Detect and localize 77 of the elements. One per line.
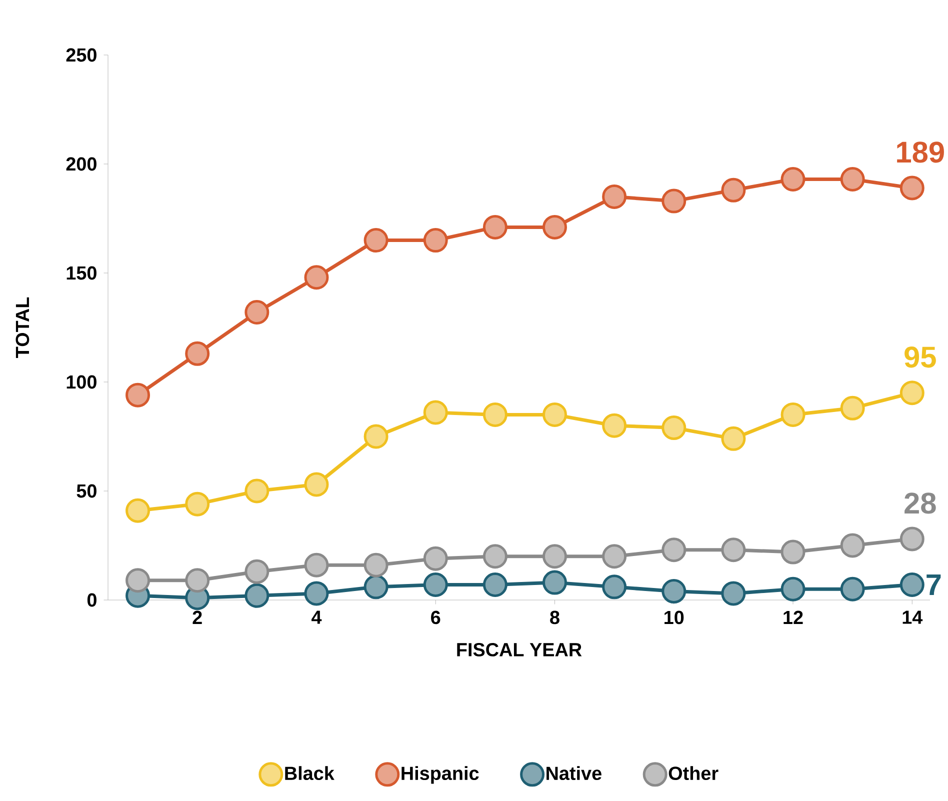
point [244, 300, 270, 324]
data-label: 28 [904, 492, 936, 514]
point [482, 544, 508, 569]
point [482, 402, 508, 427]
point [304, 581, 329, 606]
point [840, 167, 865, 192]
point [126, 498, 150, 523]
x-tick-label: 10 [664, 610, 684, 624]
y-axis-title: TOTAL [16, 297, 30, 358]
point [721, 581, 746, 606]
point [602, 574, 627, 600]
point [482, 214, 508, 240]
point [244, 559, 270, 584]
point [542, 570, 567, 595]
point [900, 176, 924, 200]
point [364, 424, 388, 449]
point [364, 228, 388, 253]
legend-label: Native [546, 766, 602, 780]
point [542, 544, 567, 569]
point [423, 572, 448, 597]
point [900, 526, 924, 552]
x-tick-label: 8 [550, 610, 560, 624]
point [185, 341, 210, 366]
point [423, 546, 448, 571]
point [780, 576, 806, 602]
point [602, 184, 627, 209]
point [900, 572, 924, 597]
point [721, 178, 746, 202]
point [840, 396, 865, 420]
point [542, 402, 567, 427]
legend-label: Other [668, 766, 718, 780]
point [840, 533, 865, 558]
x-tick-label: 14 [902, 610, 923, 624]
point [304, 552, 329, 578]
data-label: 95 [904, 346, 936, 368]
point [244, 583, 270, 608]
y-tick-label: 250 [66, 48, 96, 62]
legend-label: Black [285, 766, 334, 780]
point [364, 552, 388, 578]
x-tick-label: 12 [784, 610, 803, 624]
data-label: 189 [897, 142, 944, 163]
x-tick-label: 2 [192, 610, 202, 624]
point [721, 426, 746, 451]
y-tick-label: 150 [66, 266, 96, 280]
legend-label: Hispanic [402, 766, 479, 784]
y-tick-label: 50 [76, 484, 96, 498]
point [364, 574, 388, 600]
point [780, 167, 806, 192]
point [482, 572, 508, 597]
point [840, 576, 865, 602]
point [602, 544, 627, 569]
x-axis-title: FISCAL YEAR [457, 642, 582, 656]
point [662, 538, 686, 562]
y-tick-label: 100 [66, 375, 96, 389]
point [244, 478, 270, 504]
point [542, 214, 567, 240]
point [780, 402, 806, 427]
point [662, 188, 686, 214]
point [126, 568, 150, 593]
point [126, 382, 150, 408]
point [304, 265, 329, 290]
y-tick-label: 200 [66, 157, 96, 171]
point [662, 579, 686, 604]
point [185, 568, 210, 593]
x-tick-label: 4 [312, 610, 322, 624]
point [304, 472, 329, 497]
point [900, 380, 924, 406]
y-tick-label: 0 [87, 593, 96, 607]
point [423, 228, 448, 253]
point [662, 416, 686, 440]
point [780, 540, 806, 564]
point [423, 400, 448, 425]
point [721, 538, 746, 562]
data-label: 7 [926, 574, 941, 596]
point [602, 413, 627, 438]
point [185, 492, 210, 516]
x-tick-label: 6 [431, 610, 440, 624]
